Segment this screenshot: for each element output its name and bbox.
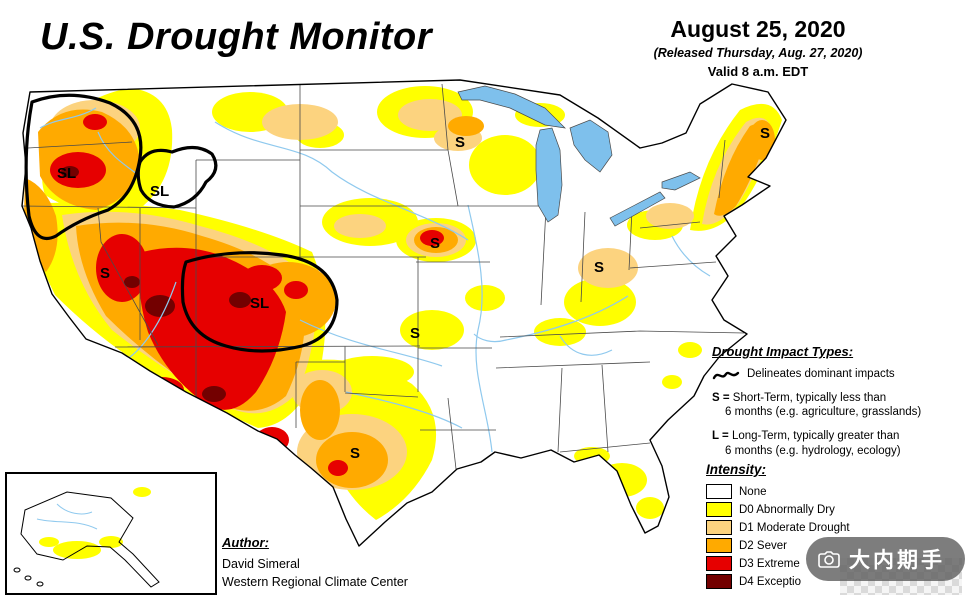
alaska-map <box>13 487 160 588</box>
intensity-legend: Intensity: None D0 Abnormally Dry D1 Mod… <box>706 462 968 592</box>
intensity-heading: Intensity: <box>706 462 767 477</box>
legend-label: D4 Exceptio <box>739 575 802 588</box>
alaska-drought-fills <box>21 487 151 560</box>
swatch-d0 <box>706 502 732 517</box>
great-lakes <box>457 85 701 227</box>
map-label: SL <box>57 165 76 182</box>
long-term-prefix: L = <box>712 430 729 443</box>
impact-outlines <box>24 93 339 353</box>
rivers-layer <box>39 107 711 453</box>
short-term-text-2: 6 months (e.g. agriculture, grasslands) <box>725 406 922 419</box>
legend-row-d0: D0 Abnormally Dry <box>706 502 968 517</box>
us-outline <box>21 79 787 547</box>
map-label: S <box>350 445 360 462</box>
alaska-outline <box>13 491 160 588</box>
page-title: U.S. Drought Monitor <box>40 16 433 58</box>
legend-row-d2: D2 Sever <box>706 538 968 553</box>
impact-types-legend: Drought Impact Types: Delineates dominan… <box>712 344 966 469</box>
long-term-text: Long-Term, typically greater than <box>731 430 900 443</box>
valid-time: Valid 8 a.m. EDT <box>707 64 809 79</box>
date-block: August 25, 2020 (Released Thursday, Aug.… <box>608 16 908 79</box>
us-landmass <box>22 80 786 546</box>
swatch-d4 <box>706 574 732 589</box>
legend-label: D2 Sever <box>739 539 787 552</box>
release-date: (Released Thursday, Aug. 27, 2020) <box>653 46 863 60</box>
author-org: Western Regional Climate Center <box>222 574 408 589</box>
long-term-text-2: 6 months (e.g. hydrology, ecology) <box>725 444 901 457</box>
map-label: S <box>410 325 420 342</box>
alaska-rivers <box>36 503 98 530</box>
legend-row-d1: D1 Moderate Drought <box>706 520 968 535</box>
author-name: David Simeral <box>222 557 300 572</box>
impact-types-heading: Drought Impact Types: <box>712 344 854 359</box>
camera-icon <box>818 551 840 568</box>
legend-label: D0 Abnormally Dry <box>739 503 835 516</box>
legend-row-d3: D3 Extreme <box>706 556 968 571</box>
map-label: S <box>594 259 604 276</box>
legend-label: D3 Extreme <box>739 557 800 570</box>
short-term-prefix: S = <box>712 391 730 404</box>
swatch-d1 <box>706 520 732 535</box>
author-block: Author: David Simeral Western Regional C… <box>222 534 408 591</box>
map-label: S <box>430 235 440 252</box>
legend-row-none: None <box>706 484 968 499</box>
map-label: S <box>455 134 465 151</box>
author-heading: Author: <box>222 535 269 550</box>
alaska-inset <box>5 472 217 595</box>
map-label: S <box>100 265 110 282</box>
map-label: SL <box>150 183 169 200</box>
short-term-text: Short-Term, typically less than <box>732 391 887 404</box>
map-region-labels: SL SL S SL S S S S S S <box>57 125 770 462</box>
map-label: SL <box>250 295 269 312</box>
swatch-d3 <box>706 556 732 571</box>
watermark-badge: 大内期手 <box>806 537 965 581</box>
legend-row-d4: D4 Exceptio <box>706 574 968 589</box>
delineates-label: Delineates dominant impacts <box>747 367 895 380</box>
impact-delineation-squiggle-icon <box>712 371 740 379</box>
map-date: August 25, 2020 <box>670 16 846 42</box>
swatch-none <box>706 484 732 499</box>
map-label: S <box>760 125 770 142</box>
legend-label: None <box>739 485 767 498</box>
swatch-d2 <box>706 538 732 553</box>
watermark-text: 大内期手 <box>849 549 945 572</box>
state-borders <box>22 83 745 470</box>
legend-label: D1 Moderate Drought <box>739 521 850 534</box>
